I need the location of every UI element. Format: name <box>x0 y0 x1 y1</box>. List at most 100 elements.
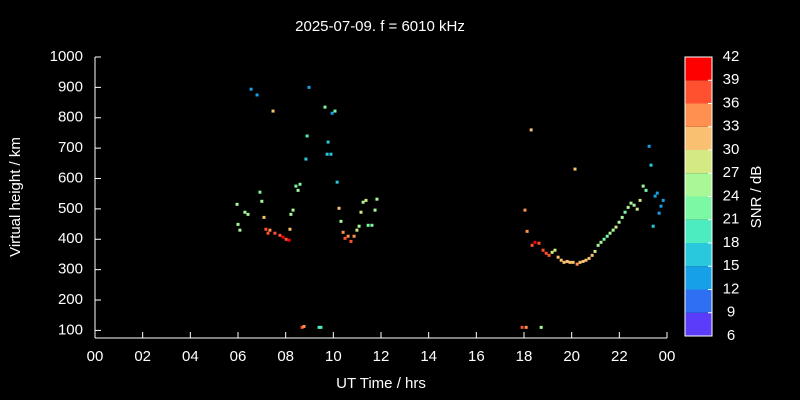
point <box>638 198 642 202</box>
point <box>525 229 529 233</box>
point <box>373 208 377 212</box>
point <box>298 182 302 186</box>
point <box>641 184 645 188</box>
x-tick-label: 18 <box>516 348 533 365</box>
point <box>587 256 591 260</box>
x-tick-label: 20 <box>563 348 580 365</box>
point <box>547 253 551 257</box>
colorbar-band <box>685 173 712 197</box>
y-axis-label: Virtual height / km <box>7 137 24 257</box>
point <box>611 228 615 232</box>
colorbar-tick-label: 42 <box>723 48 740 65</box>
point <box>520 325 524 329</box>
point <box>258 190 262 194</box>
colorbar-band <box>685 57 712 81</box>
point <box>530 243 534 247</box>
y-tick-label: 400 <box>58 230 83 247</box>
point <box>649 163 653 167</box>
point <box>357 224 361 228</box>
point <box>537 241 541 245</box>
point <box>264 227 268 231</box>
point <box>361 200 365 204</box>
point <box>296 188 300 192</box>
point <box>246 212 250 216</box>
point <box>262 215 266 219</box>
colorbar-label: SNR / dB <box>748 166 765 229</box>
colorbar-tick-label: 15 <box>723 257 740 274</box>
x-tick-label: 04 <box>182 348 199 365</box>
point <box>375 197 379 201</box>
point <box>614 225 618 229</box>
point <box>330 111 334 115</box>
colorbar-band <box>685 243 712 267</box>
chart-title: 2025-07-09. f = 6010 kHz <box>295 18 465 35</box>
colorbar-band <box>685 103 712 127</box>
point <box>335 180 339 184</box>
point <box>550 250 554 254</box>
y-tick-label: 600 <box>58 169 83 186</box>
colorbar-band <box>685 80 712 104</box>
point <box>524 325 528 329</box>
point <box>337 206 341 210</box>
point <box>333 109 337 113</box>
point <box>284 237 288 241</box>
point <box>329 152 333 156</box>
y-tick-label: 1000 <box>50 48 83 65</box>
point <box>326 140 330 144</box>
colorbar-band <box>685 266 712 290</box>
point <box>370 223 374 227</box>
point <box>657 211 661 215</box>
point <box>575 262 579 266</box>
point <box>294 184 298 188</box>
point <box>644 188 648 192</box>
colorbar-band <box>685 126 712 150</box>
point <box>346 234 350 238</box>
point <box>323 105 327 109</box>
point <box>235 202 239 206</box>
point <box>568 260 572 264</box>
colorbar-band <box>685 219 712 243</box>
point <box>300 325 304 329</box>
point <box>655 191 659 195</box>
x-tick-label: 02 <box>134 348 151 365</box>
x-tick-label: 12 <box>373 348 390 365</box>
point <box>260 199 264 203</box>
point <box>541 248 545 252</box>
colorbar-tick-label: 36 <box>723 94 740 111</box>
point <box>608 231 612 235</box>
point <box>339 219 343 223</box>
y-tick-label: 900 <box>58 78 83 95</box>
point <box>659 204 663 208</box>
point <box>317 325 321 329</box>
point <box>553 248 557 252</box>
point <box>565 259 569 263</box>
point <box>268 228 272 232</box>
y-tick-label: 100 <box>58 321 83 338</box>
colorbar-tick-label: 27 <box>723 164 740 181</box>
point <box>556 255 560 259</box>
point <box>626 205 630 209</box>
point <box>602 237 606 241</box>
point <box>255 93 259 97</box>
x-tick-label: 14 <box>420 348 437 365</box>
point <box>305 134 309 138</box>
point <box>623 210 627 214</box>
x-tick-label: 08 <box>277 348 294 365</box>
point <box>647 144 651 148</box>
point <box>273 231 277 235</box>
point <box>349 239 353 243</box>
point <box>573 167 577 171</box>
x-tick-label: 00 <box>659 348 676 365</box>
colorbar-tick-label: 24 <box>723 187 740 204</box>
colorbar-band <box>685 312 712 336</box>
point <box>533 240 537 244</box>
point <box>325 152 329 156</box>
point <box>236 222 240 226</box>
point <box>523 208 527 212</box>
colorbar-tick-label: 12 <box>723 280 740 297</box>
point <box>307 85 311 89</box>
point <box>593 249 597 253</box>
point <box>590 253 594 257</box>
point <box>302 324 306 328</box>
x-tick-label: 06 <box>230 348 247 365</box>
